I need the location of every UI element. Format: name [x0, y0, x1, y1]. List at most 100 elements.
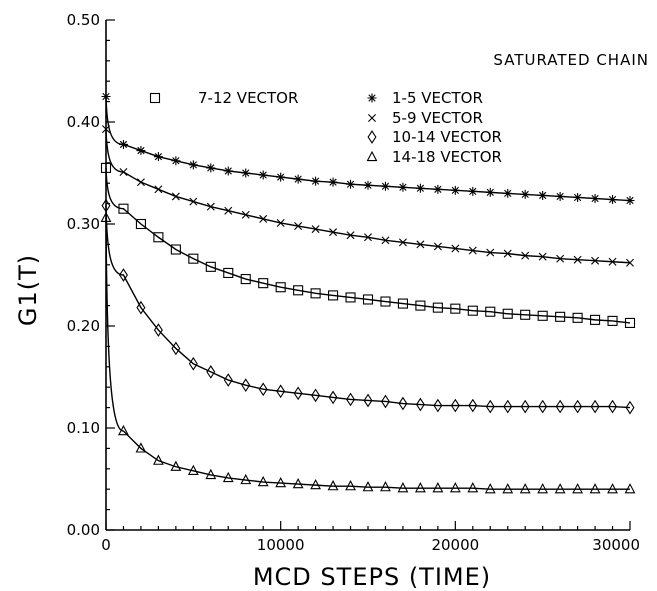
x-tick-label: 10000 [257, 536, 305, 554]
data-point-x [276, 218, 285, 227]
data-point-x [154, 185, 163, 194]
data-point-square [153, 232, 164, 243]
data-point-x [294, 222, 303, 231]
data-point-square [170, 244, 181, 255]
data-point-asterisk [293, 174, 303, 184]
data-point-square [310, 288, 321, 299]
data-point-diamond [171, 341, 181, 356]
data-point-diamond [311, 388, 321, 403]
data-point-asterisk [503, 188, 513, 198]
data-point-triangle [292, 477, 304, 489]
data-point-triangle [537, 483, 549, 494]
data-point-square [450, 303, 461, 314]
data-point-diamond [206, 365, 216, 379]
axes: 0.00 0.10 0.20 0.30 0.40 0.50 0 10000 20000 30000 [67, 11, 640, 554]
data-point-asterisk [118, 139, 128, 149]
data-point-diamond [380, 394, 390, 409]
data-point-triangle [519, 483, 531, 494]
data-point-x [206, 202, 215, 211]
data-point-diamond [398, 396, 408, 411]
data-point-triangle [135, 442, 147, 453]
data-point-asterisk [276, 172, 286, 182]
data-point-square [345, 292, 356, 303]
data-point-square [258, 278, 269, 289]
data-point-asterisk [101, 92, 111, 101]
data-point-x [346, 231, 355, 240]
data-point-x [556, 254, 565, 263]
data-point-square [432, 302, 443, 313]
data-point-triangle [118, 424, 129, 436]
data-point-square [328, 290, 339, 301]
data-point-triangle [572, 483, 584, 494]
data-point-diamond [188, 356, 198, 371]
legend-marker-diamond [367, 130, 377, 144]
data-point-asterisk [188, 160, 198, 170]
data-point-triangle [607, 483, 618, 494]
data-point-diamond [293, 386, 303, 401]
data-point-triangle [257, 475, 269, 487]
data-point-asterisk [433, 184, 443, 194]
data-point-x [364, 233, 372, 242]
data-point-asterisk [555, 191, 565, 201]
x-tick-label: 30000 [592, 536, 640, 554]
data-point-triangle [205, 468, 217, 480]
data-point-triangle [432, 482, 444, 493]
data-point-asterisk [136, 146, 146, 156]
data-point-asterisk [171, 156, 181, 166]
data-point-triangle [327, 480, 339, 491]
data-point-x [521, 251, 530, 260]
data-point-square [485, 306, 496, 317]
legend-label: 14-18 VECTOR [392, 148, 502, 166]
data-point-x [311, 225, 320, 234]
data-point-x [433, 242, 442, 251]
x-tick-label: 20000 [431, 536, 479, 554]
data-point-x [503, 249, 512, 258]
data-point-square [467, 305, 478, 316]
data-point-triangle [240, 473, 252, 485]
data-point-asterisk [223, 166, 233, 176]
data-point-x [171, 192, 180, 201]
data-point-triangle [397, 482, 409, 493]
data-point-asterisk [398, 182, 408, 192]
data-point-square [293, 285, 304, 296]
legend-marker-x [368, 114, 376, 122]
data-point-square [520, 309, 531, 320]
data-point-x [329, 228, 338, 237]
data-point-x [608, 257, 617, 266]
data-point-diamond [276, 384, 286, 399]
y-tick-label: 0.30 [67, 215, 100, 233]
data-point-asterisk [625, 196, 635, 206]
data-point-x [136, 178, 145, 187]
data-point-triangle [152, 454, 164, 465]
data-point-x [259, 214, 268, 223]
data-point-asterisk [328, 177, 338, 187]
data-point-x [591, 256, 600, 265]
data-point-triangle [589, 483, 601, 494]
data-point-asterisk [485, 187, 495, 197]
data-point-triangle [414, 482, 426, 493]
y-axis-title: G1(T) [14, 254, 42, 326]
legend-label: 5-9 VECTOR [392, 109, 483, 127]
y-tick-label: 0.40 [67, 113, 100, 131]
data-point-asterisk [415, 183, 425, 193]
data-point-diamond [118, 268, 128, 282]
data-point-square [100, 162, 112, 173]
data-point-x [189, 197, 198, 206]
data-point-square [223, 267, 234, 279]
data-point-asterisk [363, 180, 373, 190]
data-point-asterisk [450, 185, 460, 195]
data-point-diamond [346, 392, 356, 407]
fit-curve-triangle [105, 217, 630, 490]
data-point-x [626, 258, 634, 267]
data-point-diamond [415, 397, 425, 412]
data-point-x [451, 244, 460, 253]
data-point-diamond [136, 300, 146, 315]
fit-curves [105, 96, 631, 490]
data-point-diamond [538, 399, 548, 414]
data-point-x [486, 248, 495, 257]
data-point-x [468, 246, 477, 255]
data-point-diamond [153, 323, 163, 337]
data-point-triangle [624, 483, 636, 494]
